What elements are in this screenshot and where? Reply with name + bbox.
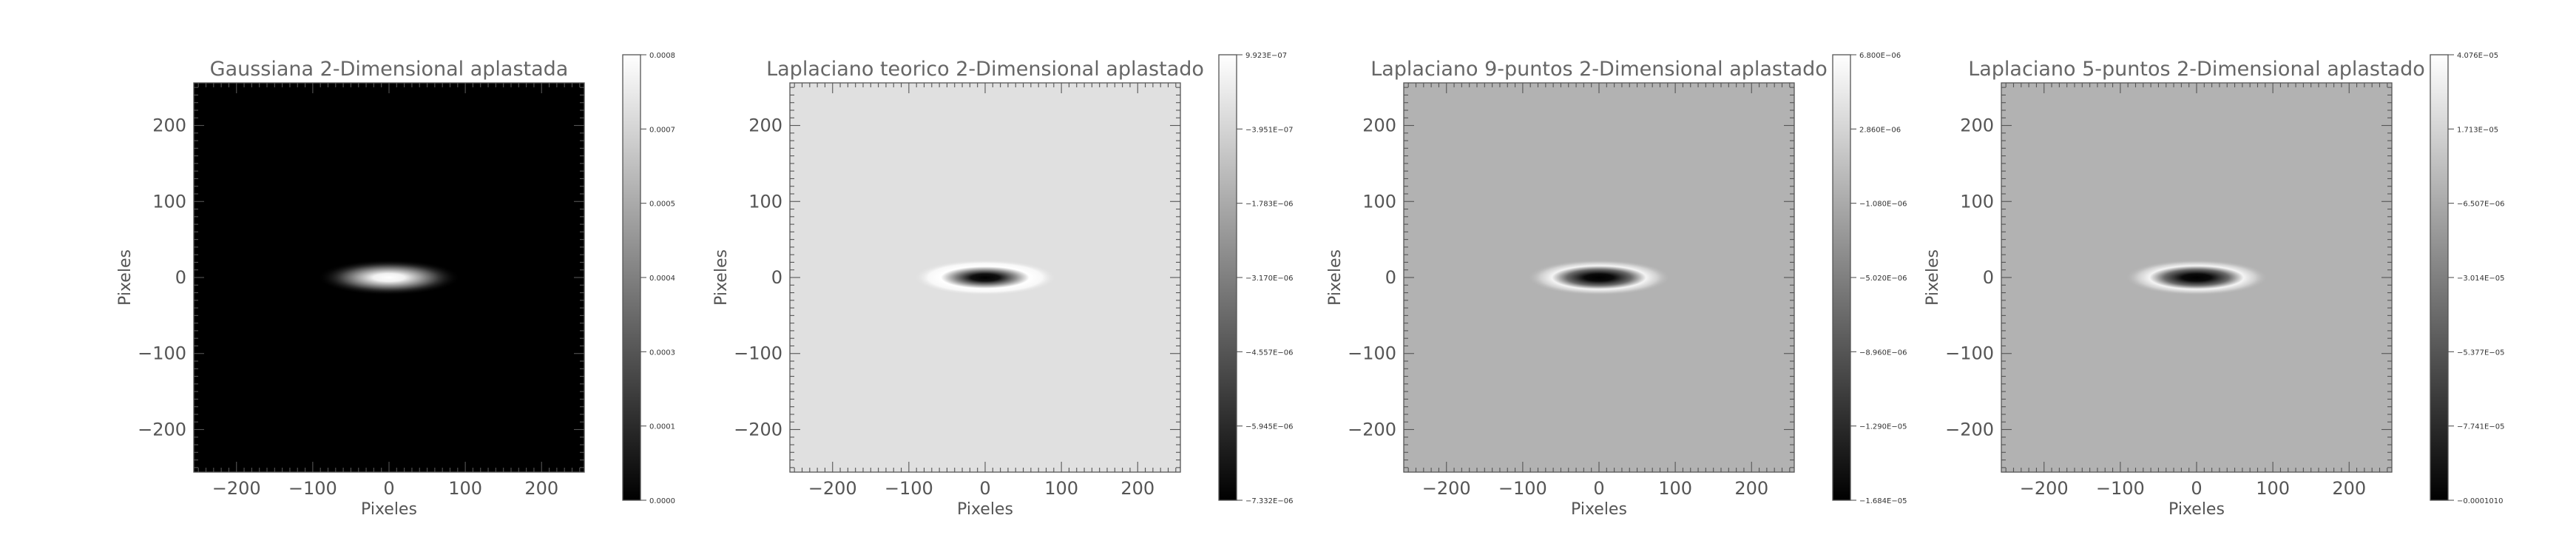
x-axis-label: Pixeles: [957, 500, 1013, 519]
colorbar-label: −1.290E−05: [1859, 423, 1907, 431]
x-tick-label: 200: [1734, 478, 1768, 499]
heatmap-feature: [2125, 259, 2268, 296]
colorbar-label: −7.741E−05: [2457, 423, 2504, 431]
x-tick-label: −200: [2020, 478, 2069, 499]
x-tick-label: −100: [288, 478, 337, 499]
y-tick-label: −200: [1348, 419, 1396, 440]
colorbar: [2430, 55, 2448, 500]
x-tick-label: 100: [2256, 478, 2290, 499]
y-tick-label: −100: [1945, 343, 1994, 364]
x-tick-label: −200: [1422, 478, 1471, 499]
chart-title: Laplaciano 5-puntos 2-Dimensional aplast…: [1968, 58, 2425, 81]
chart-title: Laplaciano teorico 2-Dimensional aplasta…: [766, 58, 1204, 81]
y-tick-label: −100: [1348, 343, 1396, 364]
y-tick-label: 200: [748, 115, 782, 136]
colorbar-label: −3.951E−07: [1245, 126, 1293, 134]
panel-2: Laplaciano teorico 2-Dimensional aplasta…: [712, 52, 1293, 519]
y-tick-label: 200: [152, 115, 186, 136]
y-axis-label: Pixeles: [1924, 249, 1942, 306]
y-tick-label: −200: [138, 419, 186, 440]
colorbar-label: 4.076E−05: [2457, 52, 2498, 60]
y-axis-label: Pixeles: [1326, 249, 1345, 306]
y-tick-label: 0: [175, 267, 186, 288]
colorbar-label: 2.860E−06: [1859, 126, 1901, 134]
colorbar-label: −1.080E−06: [1859, 201, 1907, 209]
y-tick-label: 200: [1960, 115, 1994, 136]
colorbar-label: −5.377E−05: [2457, 349, 2504, 357]
colorbar-label: −0.0001010: [2457, 497, 2503, 505]
colorbar-label: −6.507E−06: [2457, 201, 2504, 209]
x-axis-label: Pixeles: [1571, 500, 1627, 519]
colorbar-label: 0.0003: [649, 349, 675, 357]
x-tick-label: 200: [2332, 478, 2366, 499]
panel-1: Gaussiana 2-Dimensional aplastada −200 −20…: [116, 52, 675, 519]
colorbar-label: −3.014E−05: [2457, 275, 2504, 283]
heatmap-feature: [1527, 259, 1671, 296]
y-tick-label: 0: [771, 267, 782, 288]
colorbar-label: 1.713E−05: [2457, 126, 2498, 134]
colorbar-label: −7.332E−06: [1245, 497, 1293, 505]
colorbar-label: −1.783E−06: [1245, 201, 1293, 209]
y-tick-label: 100: [1362, 191, 1396, 212]
colorbar-label: 0.0008: [649, 52, 675, 60]
colorbar: [1219, 55, 1237, 500]
y-tick-label: −100: [734, 343, 782, 364]
panel-4: Laplaciano 5-puntos 2-Dimensional aplast…: [1924, 52, 2504, 519]
y-tick-label: 100: [1960, 191, 1994, 212]
x-tick-label: −100: [2096, 478, 2145, 499]
colorbar-label: −5.945E−06: [1245, 423, 1293, 431]
heatmap-feature: [317, 259, 461, 296]
colorbar-label: 0.0004: [649, 275, 675, 283]
chart-title: Laplaciano 9-puntos 2-Dimensional aplast…: [1370, 58, 1828, 81]
colorbar: [1833, 55, 1850, 500]
x-tick-label: 0: [2191, 478, 2202, 499]
y-tick-label: −200: [1945, 419, 1994, 440]
x-tick-label: 200: [524, 478, 558, 499]
x-tick-label: −200: [808, 478, 857, 499]
colorbar-label: 0.0007: [649, 126, 675, 134]
panel-3: Laplaciano 9-puntos 2-Dimensional aplast…: [1326, 52, 1907, 519]
x-tick-label: −100: [885, 478, 933, 499]
x-tick-label: 100: [448, 478, 482, 499]
y-tick-label: 0: [1385, 267, 1396, 288]
colorbar-label: −3.170E−06: [1245, 275, 1293, 283]
colorbar-label: −4.557E−06: [1245, 349, 1293, 357]
chart-title: Gaussiana 2-Dimensional aplastada: [210, 58, 569, 81]
x-tick-label: 0: [979, 478, 990, 499]
y-tick-label: 200: [1362, 115, 1396, 136]
colorbar: [623, 55, 640, 500]
y-axis-label: Pixeles: [116, 249, 135, 306]
y-tick-label: −200: [734, 419, 782, 440]
x-tick-label: 100: [1658, 478, 1692, 499]
x-tick-label: 0: [383, 478, 394, 499]
colorbar-label: 9.923E−07: [1245, 52, 1287, 60]
x-tick-label: −200: [212, 478, 261, 499]
x-tick-label: −100: [1498, 478, 1547, 499]
heatmap-feature: [913, 259, 1057, 296]
y-tick-label: 100: [152, 191, 186, 212]
y-axis-label: Pixeles: [712, 249, 731, 306]
y-tick-label: 0: [1983, 267, 1994, 288]
y-tick-label: 100: [748, 191, 782, 212]
x-axis-label: Pixeles: [361, 500, 417, 519]
colorbar-label: −5.020E−06: [1859, 275, 1907, 283]
x-tick-label: 100: [1044, 478, 1078, 499]
x-axis-label: Pixeles: [2168, 500, 2225, 519]
colorbar-label: 0.0001: [649, 423, 675, 431]
x-tick-label: 200: [1120, 478, 1155, 499]
colorbar-label: −1.684E−05: [1859, 497, 1907, 505]
colorbar-label: 0.0000: [649, 497, 675, 505]
colorbar-label: −8.960E−06: [1859, 349, 1907, 357]
colorbar-label: 0.0005: [649, 201, 675, 209]
y-tick-label: −100: [138, 343, 186, 364]
x-tick-label: 0: [1593, 478, 1604, 499]
colorbar-label: 6.800E−06: [1859, 52, 1901, 60]
